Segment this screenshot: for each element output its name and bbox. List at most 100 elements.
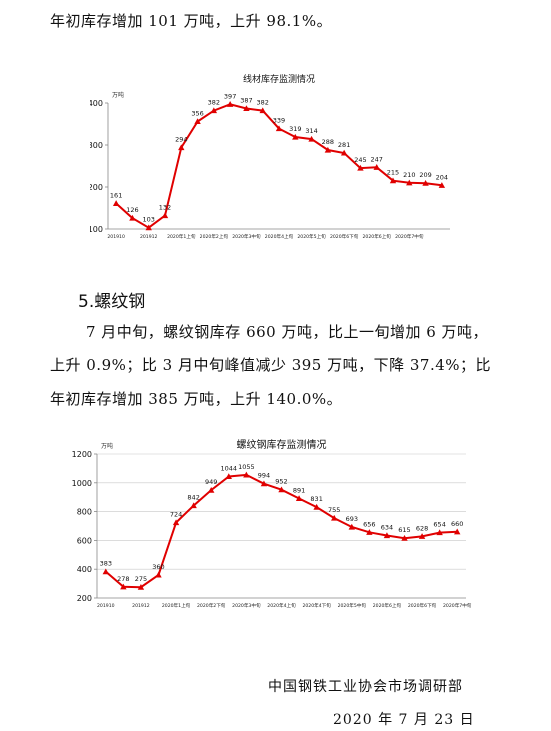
data-label: 356 xyxy=(191,109,203,117)
x-tick-label: 2020年5中旬 xyxy=(338,602,367,609)
y-tick-label: 200 xyxy=(90,183,103,192)
y-tick-label: 600 xyxy=(77,536,92,545)
data-label: 103 xyxy=(143,216,155,224)
data-point xyxy=(401,535,408,541)
data-label: 294 xyxy=(175,136,187,144)
data-point xyxy=(102,568,109,575)
y-tick-label: 800 xyxy=(77,508,92,517)
x-tick-label: 2020年4上旬 xyxy=(267,602,296,609)
data-label: 210 xyxy=(403,171,415,179)
data-label: 247 xyxy=(371,155,383,163)
y-tick-label: 400 xyxy=(90,99,103,108)
data-label: 275 xyxy=(135,575,147,583)
y-axis-unit: 万吨 xyxy=(101,442,113,450)
data-point xyxy=(145,224,152,231)
x-tick-label: 201912 xyxy=(132,603,150,609)
data-point xyxy=(120,583,127,590)
data-label: 314 xyxy=(305,127,317,135)
data-label: 288 xyxy=(322,138,334,146)
data-point xyxy=(454,528,461,535)
paragraph-line-2: 上升 0.9%；比 3 月中旬峰值减少 395 万吨，下降 37.4%；比 xyxy=(50,356,492,374)
data-label: 161 xyxy=(110,191,122,199)
paragraph-line-1: 7 月中旬，螺纹钢库存 660 万吨，比上一旬增加 6 万吨， xyxy=(86,323,489,341)
data-point xyxy=(308,135,315,142)
data-label: 628 xyxy=(416,524,428,532)
data-point xyxy=(243,471,250,478)
data-label: 215 xyxy=(387,169,399,177)
data-point xyxy=(137,584,145,590)
x-tick-label: 2020年6下旬 xyxy=(408,602,437,609)
data-label: 397 xyxy=(224,92,236,100)
chart-title: 线材库存监测情况 xyxy=(243,73,315,85)
data-label: 126 xyxy=(126,206,138,214)
data-label: 755 xyxy=(328,506,340,514)
footer-date: 2020 年 7 月 23 日 xyxy=(333,712,475,728)
data-point xyxy=(260,480,268,487)
data-label: 132 xyxy=(159,204,171,212)
data-point xyxy=(161,212,169,219)
data-point xyxy=(178,144,185,151)
x-tick-label: 201912 xyxy=(140,234,158,240)
data-label: 209 xyxy=(419,171,431,179)
data-point xyxy=(155,571,162,578)
data-label: 831 xyxy=(310,495,322,503)
data-point xyxy=(295,495,303,502)
data-label: 360 xyxy=(152,563,164,571)
data-label: 952 xyxy=(275,478,287,486)
x-tick-label: 2020年4下旬 xyxy=(302,602,331,609)
data-point xyxy=(208,486,215,493)
data-point xyxy=(422,180,429,186)
data-label: 281 xyxy=(338,141,350,149)
data-point xyxy=(313,503,320,510)
data-label: 615 xyxy=(398,526,410,534)
data-label: 724 xyxy=(170,511,182,519)
data-label: 319 xyxy=(289,125,301,133)
x-tick-label: 2020年5上旬 xyxy=(297,233,326,240)
data-point xyxy=(389,177,397,184)
data-point xyxy=(112,200,120,206)
x-tick-label: 2020年3中旬 xyxy=(232,602,261,609)
data-point xyxy=(292,133,299,140)
x-tick-label: 2020年6上旬 xyxy=(373,602,402,609)
data-point xyxy=(129,214,136,221)
data-point xyxy=(436,529,443,536)
section-heading: 5.螺纹钢 xyxy=(78,292,146,312)
x-tick-label: 2020年2下旬 xyxy=(197,602,226,609)
data-label: 1055 xyxy=(238,463,255,471)
data-point xyxy=(194,118,201,125)
data-point xyxy=(278,486,285,493)
rebar-chart: 螺纹钢库存监测情况 万吨 200 400 600 800 1000 1200 201910 201… xyxy=(72,438,472,609)
data-label: 656 xyxy=(363,520,375,528)
data-label: 994 xyxy=(258,472,270,480)
data-label: 949 xyxy=(205,478,217,486)
y-tick-label: 300 xyxy=(90,141,103,150)
data-point xyxy=(357,164,364,171)
x-tick-label: 2020年7中旬 xyxy=(443,602,472,609)
data-point xyxy=(406,179,413,186)
data-label: 204 xyxy=(436,173,448,181)
data-point xyxy=(243,105,250,112)
data-point xyxy=(275,125,283,132)
data-label: 383 xyxy=(100,560,112,568)
data-point xyxy=(438,182,446,188)
data-label: 382 xyxy=(257,99,269,107)
data-point xyxy=(348,523,355,530)
data-label: 660 xyxy=(451,520,463,528)
data-label: 1044 xyxy=(221,464,238,472)
data-point xyxy=(190,502,197,509)
y-axis-unit: 万吨 xyxy=(112,91,124,99)
data-point xyxy=(331,514,338,521)
y-tick-label: 100 xyxy=(90,225,103,234)
data-point xyxy=(383,532,391,539)
x-tick-label: 2020年1上旬 xyxy=(167,233,196,240)
data-point xyxy=(225,473,232,480)
data-label: 634 xyxy=(381,524,393,532)
paragraph-line-3: 年初库存增加 385 万吨，上升 140.0%。 xyxy=(50,390,343,408)
data-label: 842 xyxy=(187,494,199,502)
x-tick-label: 2020年6上旬 xyxy=(363,233,392,240)
data-point xyxy=(226,101,234,107)
data-label: 387 xyxy=(240,96,252,104)
y-tick-label: 200 xyxy=(77,594,92,603)
data-point xyxy=(340,149,348,156)
